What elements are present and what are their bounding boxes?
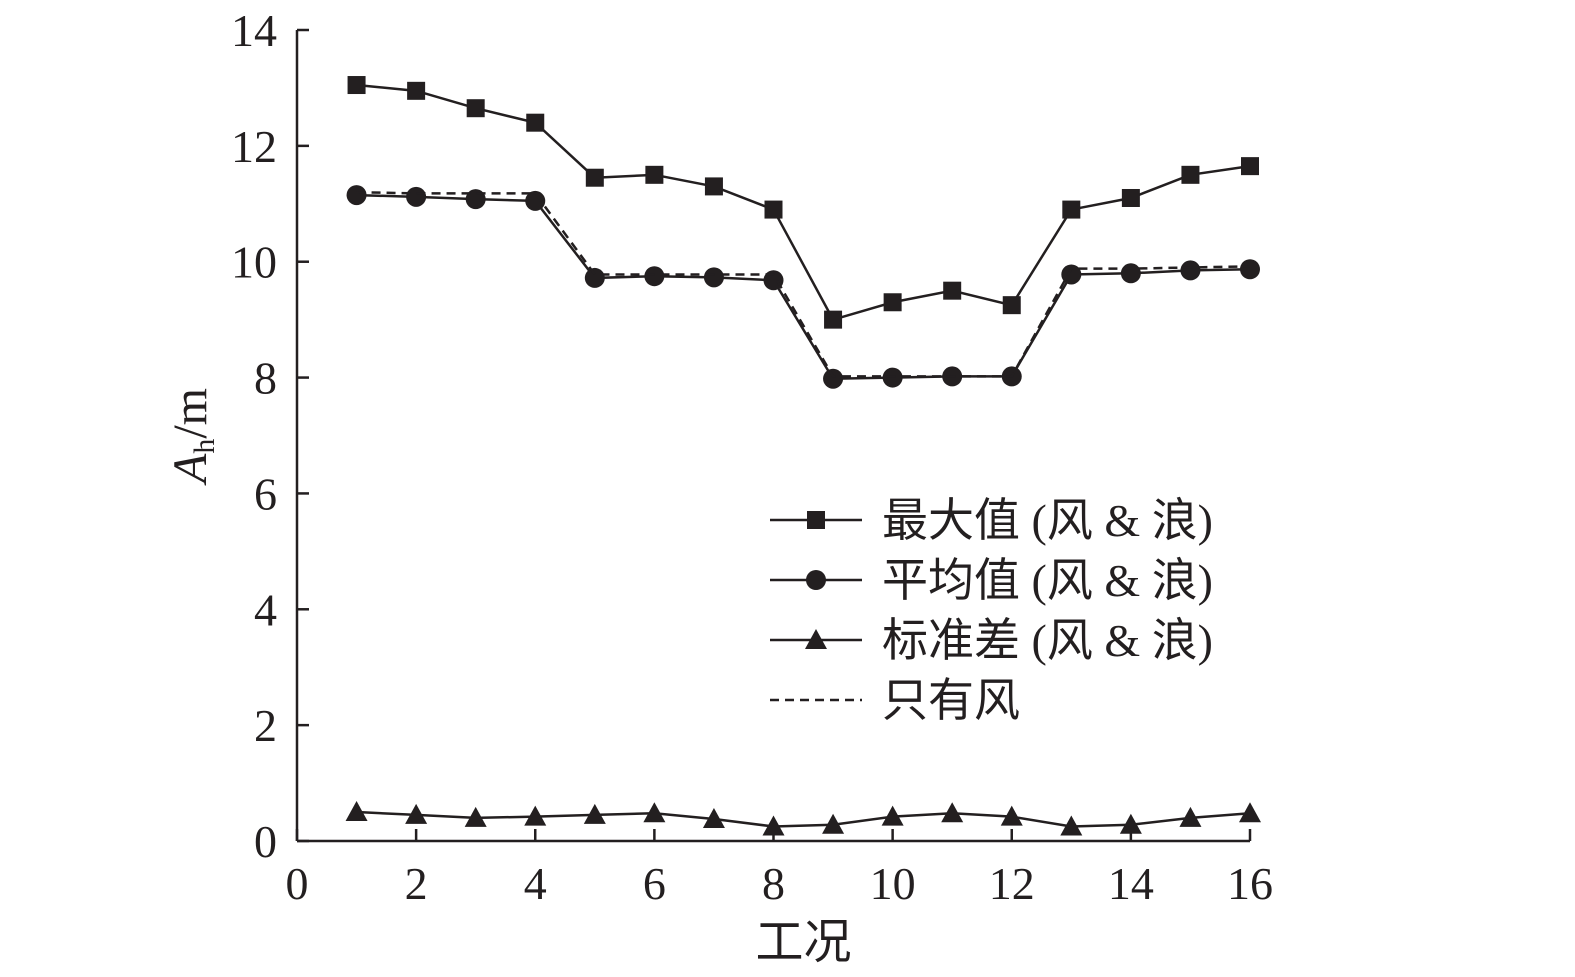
series-1-point-8	[764, 200, 783, 219]
series-1-point-15	[1181, 165, 1200, 184]
x-tick-label-2: 2	[405, 858, 428, 909]
series-2-point-14	[1120, 263, 1141, 284]
series-3-point-13	[1060, 815, 1083, 836]
series-2-point-15	[1180, 260, 1201, 281]
series-1-point-12	[1002, 296, 1021, 315]
series-3-point-5	[583, 803, 606, 824]
series-3-point-15	[1179, 806, 1202, 827]
series-1-point-10	[883, 293, 902, 312]
series-3-point-11	[941, 802, 964, 823]
y-axis-title-main: A	[164, 453, 217, 486]
legend-label-1: 最大值 (风 & 浪)	[882, 495, 1213, 546]
series-2-point-1	[346, 185, 367, 206]
series-3-point-14	[1119, 813, 1142, 834]
series-3-point-7	[702, 807, 725, 828]
x-tick-label-12: 12	[989, 858, 1035, 909]
series-4-line	[356, 190, 1251, 378]
y-tick-label-0: 0	[254, 816, 277, 867]
legend-item-2: 平均值 (风 & 浪)	[770, 555, 1213, 606]
y-axis-title-unit: /m	[164, 388, 217, 439]
series-2-point-2	[406, 186, 427, 207]
y-axis-title-subscript: h	[188, 439, 221, 454]
series-2-line	[356, 193, 1251, 380]
legend-swatch-marker-1	[807, 511, 825, 529]
series-3-point-8	[762, 815, 785, 836]
y-tick-label-12: 12	[231, 121, 277, 172]
series-1-line	[356, 83, 1251, 322]
series-3-point-16	[1239, 802, 1261, 823]
series-1-point-11	[943, 281, 962, 300]
x-tick-label-8: 8	[762, 858, 785, 909]
series-1-point-13	[1062, 200, 1081, 219]
series-3-point-3	[464, 806, 487, 827]
series-1	[347, 76, 1259, 329]
x-tick-label-4: 4	[524, 858, 547, 909]
legend-swatch-marker-3	[805, 629, 827, 649]
y-tick-label-4: 4	[254, 584, 277, 635]
y-tick-label-14: 14	[231, 5, 277, 56]
series-2-point-9	[823, 368, 844, 389]
series-1-point-1	[347, 76, 366, 95]
series-2-point-6	[644, 266, 665, 287]
series-1-point-6	[645, 165, 664, 184]
legend-label-2: 平均值 (风 & 浪)	[882, 555, 1213, 606]
series-3-point-1	[345, 801, 368, 822]
series-3-point-10	[881, 805, 904, 826]
series-1-point-16	[1241, 157, 1259, 176]
series-1-point-3	[466, 99, 485, 118]
series-1-point-14	[1121, 188, 1140, 207]
y-ticks: 0 2 4 6 8 10 12 14	[231, 5, 309, 867]
y-tick-label-2: 2	[254, 700, 277, 751]
legend-label-4: 只有风	[882, 675, 1020, 726]
series-1-point-5	[585, 168, 604, 187]
series-2-point-4	[525, 190, 546, 211]
x-tick-label-14: 14	[1108, 858, 1154, 909]
series-2-point-13	[1061, 264, 1082, 285]
x-tick-label-6: 6	[643, 858, 666, 909]
series-4	[356, 190, 1251, 378]
series-2	[346, 185, 1260, 389]
series-layer	[345, 76, 1261, 836]
y-axis-title: Ah/m	[164, 388, 221, 486]
series-3-line	[356, 810, 1251, 828]
series-2-point-16	[1240, 259, 1260, 280]
series-3-point-12	[1000, 805, 1023, 826]
series-3-point-6	[643, 802, 666, 823]
series-2-point-7	[703, 267, 724, 288]
legend-label-3: 标准差 (风 & 浪)	[882, 615, 1213, 666]
series-1-point-4	[526, 113, 545, 132]
series-1-point-7	[704, 177, 723, 196]
x-tick-label-10: 10	[870, 858, 916, 909]
series-3-point-2	[405, 803, 428, 824]
x-tick-label-16: 16	[1227, 858, 1273, 909]
y-tick-label-10: 10	[231, 237, 277, 288]
series-3	[345, 801, 1261, 836]
series-3-point-9	[822, 813, 845, 834]
series-1-point-9	[824, 310, 843, 329]
x-axis-title: 工况	[755, 916, 851, 969]
axes	[295, 30, 1250, 843]
y-tick-label-6: 6	[254, 468, 277, 519]
series-3-point-4	[524, 805, 547, 826]
legend-item-3: 标准差 (风 & 浪)	[770, 615, 1213, 666]
x-tick-label-0: 0	[286, 858, 309, 909]
legend-item-1: 最大值 (风 & 浪)	[770, 495, 1213, 546]
series-2-point-5	[584, 267, 605, 288]
legend-item-4: 只有风	[770, 675, 1020, 726]
legend-swatch-marker-2	[806, 570, 826, 590]
y-tick-label-8: 8	[254, 353, 277, 404]
legend: 最大值 (风 & 浪) 平均值 (风 & 浪) 标准差 (风 & 浪) 只有风	[770, 495, 1213, 726]
series-1-point-2	[407, 81, 426, 100]
